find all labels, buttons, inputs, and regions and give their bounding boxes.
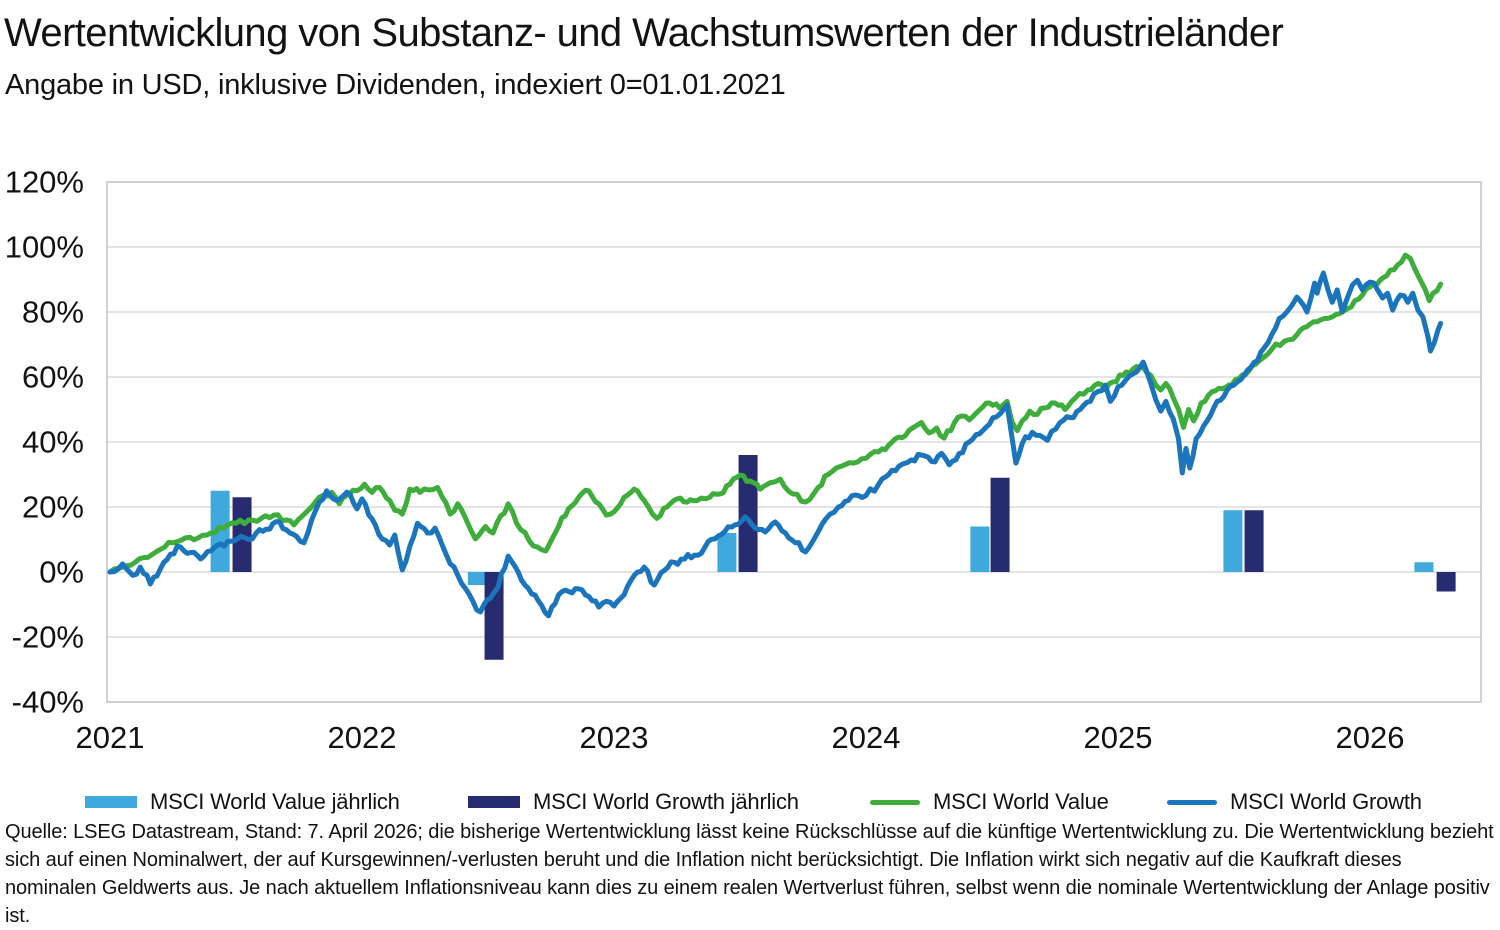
bar-value-2022 <box>467 572 487 585</box>
chart-page: Wertentwicklung von Substanz- und Wachst… <box>0 11 1500 927</box>
plot-border <box>106 181 1482 703</box>
bar-growth-2023 <box>738 455 758 572</box>
y-axis-label-80: 80% <box>22 295 84 330</box>
value-annual-swatch <box>85 796 137 808</box>
chart-legend: MSCI World Value jährlich MSCI World Gro… <box>0 788 1500 816</box>
bar-value-2021 <box>210 490 230 572</box>
growth-line-swatch <box>1167 799 1217 805</box>
x-axis-label-2025: 2025 <box>1084 720 1153 755</box>
y-axis-label-40: 40% <box>22 425 84 460</box>
bar-value-2026 <box>1414 562 1434 572</box>
page-title: Wertentwicklung von Substanz- und Wachst… <box>4 11 1284 55</box>
performance-chart: 120% 100% 80% 60% 40% 20% 0% -20% -40%2021 2022 20… <box>5 165 1482 755</box>
bar-growth-2024 <box>990 477 1010 572</box>
bar-value-2024 <box>970 526 990 572</box>
y-axis-label--40: -40% <box>12 685 84 720</box>
y-axis-label-20: 20% <box>22 490 84 525</box>
x-axis-label-2021: 2021 <box>76 720 145 755</box>
y-axis-label-100: 100% <box>5 230 84 265</box>
y-axis-label-0: 0% <box>39 555 84 590</box>
x-axis-label-2022: 2022 <box>328 720 397 755</box>
bar-growth-2022 <box>484 572 504 660</box>
y-axis-label--20: -20% <box>12 620 84 655</box>
growth-line <box>107 270 1444 619</box>
legend-label: MSCI World Value <box>933 789 1109 814</box>
page-subtitle: Angabe in USD, inklusive Dividenden, ind… <box>5 69 786 101</box>
legend-label: MSCI World Growth <box>1230 789 1422 814</box>
legend-label: MSCI World Value jährlich <box>150 789 400 814</box>
y-axis-label-60: 60% <box>22 360 84 395</box>
growth-annual-swatch <box>468 796 520 808</box>
legend-item-growth-line: MSCI World Growth <box>1167 788 1422 816</box>
bar-value-2023 <box>717 533 737 572</box>
x-axis-label-2026: 2026 <box>1336 720 1405 755</box>
legend-item-growth-annual: MSCI World Growth jährlich <box>468 788 799 816</box>
x-axis-label-2023: 2023 <box>580 720 649 755</box>
bar-growth-2026 <box>1436 572 1456 592</box>
legend-item-value-annual: MSCI World Value jährlich <box>85 788 400 816</box>
y-axis-label-120: 120% <box>5 165 84 200</box>
source-footnote: Quelle: LSEG Datastream, Stand: 7. April… <box>5 821 1494 927</box>
bar-value-2025 <box>1223 510 1243 572</box>
legend-item-value-line: MSCI World Value <box>870 788 1109 816</box>
value-line-swatch <box>870 799 920 805</box>
x-axis-label-2024: 2024 <box>832 720 901 755</box>
bar-growth-2025 <box>1244 510 1264 572</box>
legend-label: MSCI World Growth jährlich <box>533 789 799 814</box>
